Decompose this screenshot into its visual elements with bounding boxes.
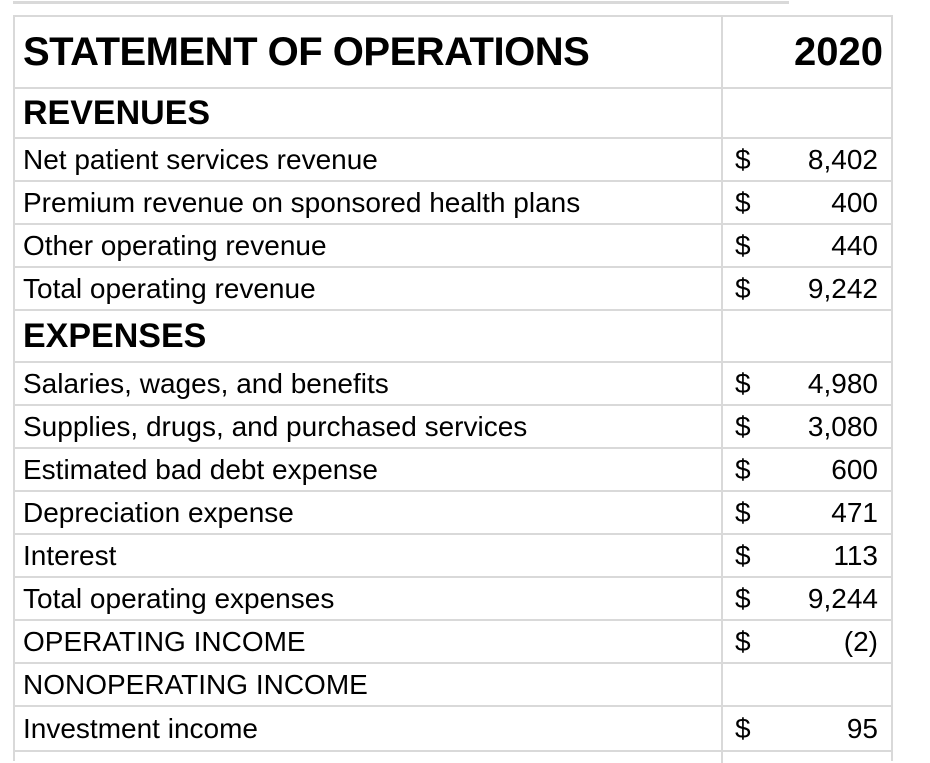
currency-symbol: $ (735, 712, 751, 744)
row-value-cell: $ 113 (721, 535, 891, 576)
table-row: Estimated bad debt expense $ 600 (15, 449, 891, 492)
currency-symbol: $ (735, 582, 751, 614)
table-row: Supplies, drugs, and purchased services … (15, 406, 891, 449)
table-row-operating-income: OPERATING INCOME $ (2) (15, 621, 891, 664)
row-value-cell: $ 440 (721, 225, 891, 266)
currency-symbol: $ (735, 539, 751, 571)
row-label: Premium revenue on sponsored health plan… (23, 186, 581, 218)
row-label: Net patient services revenue (23, 143, 378, 175)
table-row-title: STATEMENT OF OPERATIONS 2020 (15, 17, 891, 89)
row-value-cell: $ 3,080 (721, 406, 891, 447)
row-amount: (2) (843, 625, 878, 657)
currency-symbol: $ (735, 453, 751, 485)
table-row: Total operating expenses $ 9,244 (15, 578, 891, 621)
empty-value-cell (721, 89, 891, 137)
row-value-cell: $ 471 (721, 492, 891, 533)
table-row: Premium revenue on sponsored health plan… (15, 182, 891, 225)
row-label: Total operating revenue (23, 272, 316, 304)
section-row-revenues: REVENUES (15, 89, 891, 139)
table-row: Net patient services revenue $ 8,402 (15, 139, 891, 182)
row-label: Salaries, wages, and benefits (23, 367, 389, 399)
table-row-nonoperating-income: NONOPERATING INCOME (15, 664, 891, 707)
table-row-partial (15, 752, 891, 763)
row-amount: 9,242 (807, 272, 878, 304)
row-amount: 3,080 (807, 410, 878, 442)
currency-symbol: $ (735, 143, 751, 175)
row-value-cell: $ 9,242 (721, 268, 891, 309)
currency-symbol: $ (735, 625, 751, 657)
currency-symbol: $ (735, 410, 751, 442)
row-label: Total operating expenses (23, 582, 335, 614)
row-value-cell: $ 8,402 (721, 139, 891, 180)
row-value-cell: $ 95 (721, 707, 891, 750)
section-label: EXPENSES (23, 316, 207, 355)
row-amount: 8,402 (807, 143, 878, 175)
empty-value-cell (721, 311, 891, 361)
row-label: Supplies, drugs, and purchased services (23, 410, 528, 442)
row-label: Investment income (23, 712, 258, 744)
table-row: Depreciation expense $ 471 (15, 492, 891, 535)
currency-symbol: $ (735, 272, 751, 304)
currency-symbol: $ (735, 367, 751, 399)
statement-title: STATEMENT OF OPERATIONS (23, 29, 590, 74)
row-amount: 113 (833, 539, 878, 571)
table-row: Salaries, wages, and benefits $ 4,980 (15, 363, 891, 406)
currency-symbol: $ (735, 229, 751, 261)
row-value-cell: $ 600 (721, 449, 891, 490)
top-divider-line (13, 1, 789, 4)
section-label: REVENUES (23, 93, 211, 132)
empty-value-cell (721, 664, 891, 705)
currency-symbol: $ (735, 186, 751, 218)
row-value-cell: $ 9,244 (721, 578, 891, 619)
row-label: Depreciation expense (23, 496, 294, 528)
row-amount: 9,244 (807, 582, 878, 614)
empty-value-cell (721, 752, 891, 763)
table-row: Investment income $ 95 (15, 707, 891, 752)
row-value-cell: $ 4,980 (721, 363, 891, 404)
row-label: OPERATING INCOME (23, 625, 306, 657)
section-row-expenses: EXPENSES (15, 311, 891, 363)
row-amount: 4,980 (807, 367, 878, 399)
row-value-cell: $ (2) (721, 621, 891, 662)
row-amount: 400 (831, 186, 878, 218)
row-amount: 95 (846, 712, 878, 744)
table-row: Total operating revenue $ 9,242 (15, 268, 891, 311)
row-label: NONOPERATING INCOME (23, 668, 368, 700)
table-row: Other operating revenue $ 440 (15, 225, 891, 268)
row-label: Other operating revenue (23, 229, 327, 261)
row-amount: 440 (831, 229, 878, 261)
row-amount: 471 (831, 496, 878, 528)
currency-symbol: $ (735, 496, 751, 528)
empty-label-cell (15, 752, 721, 763)
year-header: 2020 (721, 17, 891, 87)
row-label: Estimated bad debt expense (23, 453, 378, 485)
row-label: Interest (23, 539, 117, 571)
table-row: Interest $ 113 (15, 535, 891, 578)
row-value-cell: $ 400 (721, 182, 891, 223)
row-amount: 600 (831, 453, 878, 485)
statement-table: STATEMENT OF OPERATIONS 2020 REVENUES Ne… (13, 15, 893, 763)
